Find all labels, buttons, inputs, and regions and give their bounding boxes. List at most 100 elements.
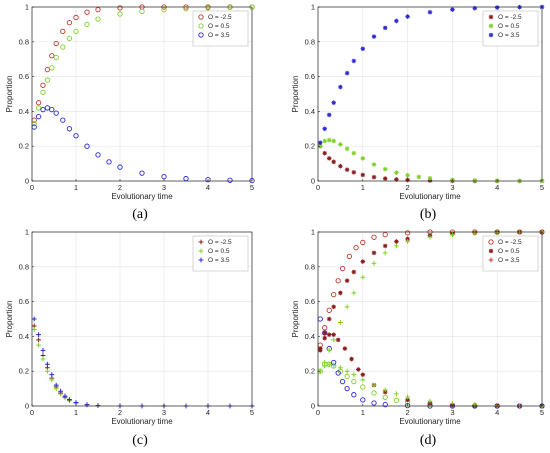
legend-label: O = 0.5 — [498, 23, 520, 30]
data-point — [360, 46, 366, 52]
data-point — [31, 327, 37, 332]
x-tick-label: 5 — [540, 183, 544, 192]
data-point — [322, 335, 328, 341]
data-point — [360, 372, 366, 377]
legend-marker — [198, 14, 204, 20]
data-point — [360, 274, 366, 280]
data-point — [344, 146, 350, 152]
legend: O = -2.5 O = 0.5 O = 3.5 — [192, 235, 249, 272]
legend-marker — [488, 23, 494, 29]
data-point — [360, 156, 366, 161]
data-point — [405, 172, 410, 178]
data-point — [472, 230, 478, 236]
legend-marker — [198, 23, 204, 29]
data-point — [331, 138, 336, 144]
data-point — [472, 402, 478, 408]
data-point — [382, 401, 388, 408]
x-tick-label: 3 — [162, 183, 166, 192]
y-tick-label: 0.2 — [19, 142, 29, 151]
data-point — [382, 176, 388, 181]
data-point — [40, 356, 46, 362]
data-point — [494, 230, 500, 235]
data-point — [40, 107, 46, 113]
data-point — [331, 337, 337, 343]
data-point — [35, 100, 42, 106]
legend-box — [482, 235, 539, 272]
data-point — [326, 307, 332, 313]
data-point — [139, 170, 145, 176]
data-point — [339, 265, 346, 272]
y-tick-label: 1 — [25, 228, 29, 237]
data-point — [405, 239, 410, 244]
data-point — [183, 6, 189, 12]
data-point — [322, 363, 328, 369]
data-point — [53, 40, 59, 47]
data-point — [371, 382, 377, 388]
data-point — [360, 172, 366, 178]
y-tick-label: 0.2 — [305, 367, 315, 376]
x-tick-label: 0 — [30, 408, 34, 417]
data-point — [394, 239, 399, 244]
chart-panel: 0 1 2 3 4 5 0 0.2 0.4 0.6 0.8 1 Evolutionary time Pro… — [5, 228, 255, 448]
x-tick-label: 5 — [540, 408, 544, 417]
y-tick-label: 0.6 — [305, 297, 315, 306]
y-tick-label: 0.6 — [19, 72, 29, 81]
data-point — [53, 54, 59, 61]
data-point — [36, 342, 41, 348]
data-point — [394, 18, 399, 24]
legend-label: O = 3.5 — [498, 257, 520, 264]
data-point — [427, 234, 433, 240]
data-point — [95, 6, 101, 13]
data-point — [95, 403, 101, 408]
y-axis-label: Proportion — [291, 301, 300, 338]
y-tick-label: 1 — [311, 3, 315, 12]
data-point — [382, 394, 388, 400]
data-point — [371, 390, 377, 396]
data-point — [382, 166, 388, 172]
data-point — [371, 250, 377, 256]
legend-marker — [488, 248, 494, 254]
x-tick-label: 3 — [450, 183, 454, 192]
data-point — [353, 245, 359, 251]
legend-label: O = -2.5 — [498, 14, 522, 21]
data-point — [67, 397, 72, 402]
x-axis-label: Evolutionary time — [399, 417, 461, 426]
data-point — [227, 177, 233, 183]
data-point — [95, 152, 101, 158]
y-axis-label: Proportion — [5, 76, 14, 113]
data-point — [35, 113, 42, 120]
x-tick-label: 4 — [206, 408, 210, 417]
data-point — [405, 397, 410, 403]
data-point — [117, 164, 123, 170]
data-point — [205, 5, 211, 11]
y-tick-label: 0 — [311, 177, 315, 186]
data-point — [338, 365, 343, 371]
data-point — [66, 35, 73, 41]
data-point — [66, 126, 73, 132]
data-point — [335, 337, 341, 343]
data-point — [351, 269, 357, 275]
data-point — [371, 400, 377, 406]
legend-label: O = 0.5 — [498, 248, 520, 255]
data-point — [326, 316, 332, 322]
y-tick-label: 0.6 — [19, 297, 29, 306]
x-tick-label: 3 — [162, 408, 166, 417]
legend-marker — [488, 257, 494, 263]
x-tick-label: 0 — [316, 408, 320, 417]
data-point — [139, 8, 145, 14]
x-tick-label: 1 — [361, 183, 365, 192]
data-point — [331, 332, 336, 337]
data-point — [40, 82, 46, 88]
data-point — [161, 6, 167, 13]
data-point — [344, 167, 350, 172]
data-point — [73, 28, 79, 35]
data-point — [344, 70, 350, 76]
legend: O = -2.5 O = 0.5 O = 3.5 — [192, 10, 249, 47]
x-tick-label: 5 — [250, 183, 254, 192]
data-point — [382, 25, 388, 31]
legend-marker — [198, 257, 204, 263]
data-point — [427, 175, 433, 181]
data-point — [205, 176, 211, 183]
data-point — [49, 65, 55, 71]
data-point — [382, 231, 388, 238]
